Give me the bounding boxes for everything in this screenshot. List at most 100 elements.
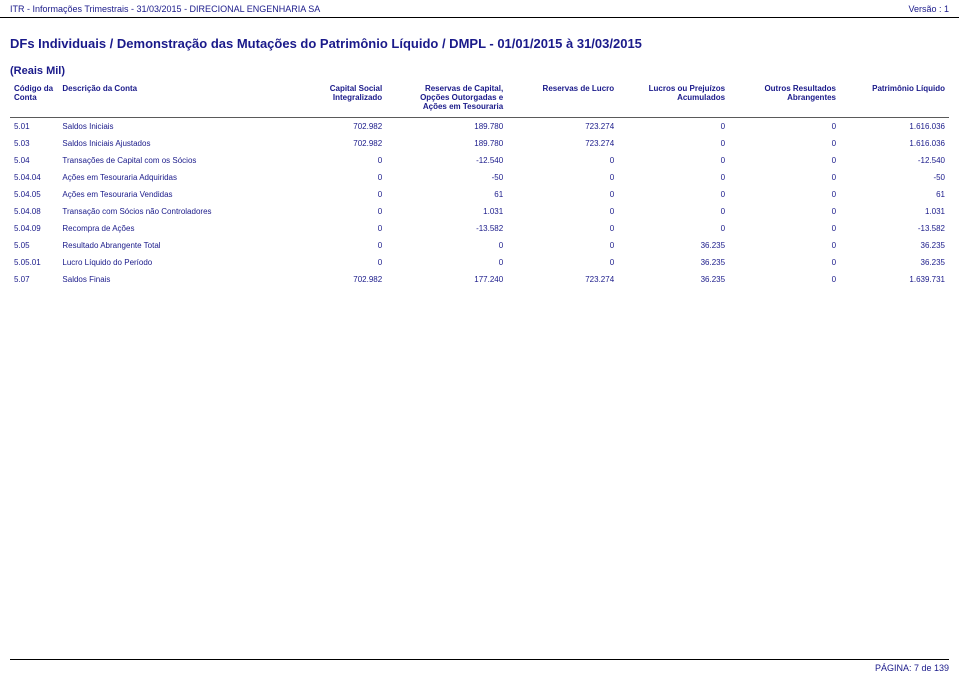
cell-codigo: 5.05.01 xyxy=(10,254,58,271)
cell-capital: 0 xyxy=(290,254,386,271)
cell-codigo: 5.05 xyxy=(10,237,58,254)
cell-capital: 702.982 xyxy=(290,271,386,288)
page-number: PÁGINA: 7 de 139 xyxy=(875,663,949,673)
header-right: Versão : 1 xyxy=(908,4,949,14)
cell-reservas_lucro: 0 xyxy=(507,254,618,271)
table-row: 5.04.09Recompra de Ações0-13.582000-13.5… xyxy=(10,220,949,237)
cell-reservas_cap: -50 xyxy=(386,169,507,186)
cell-capital: 0 xyxy=(290,220,386,237)
cell-outros: 0 xyxy=(729,186,840,203)
mutations-table: Código da ContaDescrição da ContaCapital… xyxy=(10,81,949,288)
cell-outros: 0 xyxy=(729,169,840,186)
cell-capital: 0 xyxy=(290,169,386,186)
cell-patrimonio: 36.235 xyxy=(840,237,949,254)
cell-patrimonio: -50 xyxy=(840,169,949,186)
cell-capital: 0 xyxy=(290,152,386,169)
table-row: 5.03Saldos Iniciais Ajustados702.982189.… xyxy=(10,135,949,152)
table-row: 5.04.04Ações em Tesouraria Adquiridas0-5… xyxy=(10,169,949,186)
unit-label: (Reais Mil) xyxy=(10,65,949,77)
cell-descricao: Lucro Líquido do Período xyxy=(58,254,290,271)
cell-lucros_prej: 0 xyxy=(618,152,729,169)
cell-reservas_lucro: 0 xyxy=(507,237,618,254)
header-left: ITR - Informações Trimestrais - 31/03/20… xyxy=(10,4,320,14)
cell-lucros_prej: 36.235 xyxy=(618,254,729,271)
cell-descricao: Saldos Iniciais xyxy=(58,118,290,136)
cell-descricao: Ações em Tesouraria Adquiridas xyxy=(58,169,290,186)
cell-codigo: 5.04.05 xyxy=(10,186,58,203)
column-header-codigo: Código da Conta xyxy=(10,81,58,118)
cell-lucros_prej: 36.235 xyxy=(618,237,729,254)
cell-lucros_prej: 36.235 xyxy=(618,271,729,288)
cell-patrimonio: 36.235 xyxy=(840,254,949,271)
table-row: 5.05Resultado Abrangente Total00036.2350… xyxy=(10,237,949,254)
cell-descricao: Resultado Abrangente Total xyxy=(58,237,290,254)
table-row: 5.01Saldos Iniciais702.982189.780723.274… xyxy=(10,118,949,136)
cell-descricao: Saldos Iniciais Ajustados xyxy=(58,135,290,152)
page-footer: PÁGINA: 7 de 139 xyxy=(10,659,949,673)
cell-reservas_lucro: 0 xyxy=(507,169,618,186)
cell-reservas_cap: 1.031 xyxy=(386,203,507,220)
cell-capital: 702.982 xyxy=(290,135,386,152)
cell-reservas_cap: 61 xyxy=(386,186,507,203)
cell-lucros_prej: 0 xyxy=(618,135,729,152)
cell-patrimonio: 1.616.036 xyxy=(840,135,949,152)
table-row: 5.04Transações de Capital com os Sócios0… xyxy=(10,152,949,169)
cell-patrimonio: 61 xyxy=(840,186,949,203)
cell-reservas_lucro: 0 xyxy=(507,203,618,220)
cell-outros: 0 xyxy=(729,118,840,136)
table-row: 5.05.01Lucro Líquido do Período00036.235… xyxy=(10,254,949,271)
cell-capital: 0 xyxy=(290,203,386,220)
column-header-reservas_lucro: Reservas de Lucro xyxy=(507,81,618,118)
cell-capital: 0 xyxy=(290,237,386,254)
cell-patrimonio: 1.639.731 xyxy=(840,271,949,288)
cell-reservas_lucro: 723.274 xyxy=(507,118,618,136)
cell-lucros_prej: 0 xyxy=(618,186,729,203)
table-header-row: Código da ContaDescrição da ContaCapital… xyxy=(10,81,949,118)
column-header-reservas_cap: Reservas de Capital, Opções Outorgadas e… xyxy=(386,81,507,118)
cell-codigo: 5.04.09 xyxy=(10,220,58,237)
column-header-capital: Capital Social Integralizado xyxy=(290,81,386,118)
cell-reservas_lucro: 0 xyxy=(507,152,618,169)
cell-reservas_cap: 0 xyxy=(386,237,507,254)
cell-descricao: Transação com Sócios não Controladores xyxy=(58,203,290,220)
cell-reservas_cap: 189.780 xyxy=(386,118,507,136)
cell-reservas_cap: 0 xyxy=(386,254,507,271)
cell-descricao: Saldos Finais xyxy=(58,271,290,288)
main-content: DFs Individuais / Demonstração das Mutaç… xyxy=(0,18,959,288)
cell-patrimonio: -12.540 xyxy=(840,152,949,169)
table-body: 5.01Saldos Iniciais702.982189.780723.274… xyxy=(10,118,949,289)
cell-reservas_lucro: 0 xyxy=(507,220,618,237)
cell-descricao: Ações em Tesouraria Vendidas xyxy=(58,186,290,203)
cell-lucros_prej: 0 xyxy=(618,118,729,136)
table-row: 5.04.05Ações em Tesouraria Vendidas06100… xyxy=(10,186,949,203)
cell-lucros_prej: 0 xyxy=(618,220,729,237)
cell-codigo: 5.04.04 xyxy=(10,169,58,186)
cell-codigo: 5.01 xyxy=(10,118,58,136)
column-header-patrimonio: Patrimônio Líquido xyxy=(840,81,949,118)
cell-descricao: Transações de Capital com os Sócios xyxy=(58,152,290,169)
cell-reservas_cap: -13.582 xyxy=(386,220,507,237)
cell-patrimonio: 1.616.036 xyxy=(840,118,949,136)
cell-patrimonio: 1.031 xyxy=(840,203,949,220)
cell-outros: 0 xyxy=(729,135,840,152)
document-header: ITR - Informações Trimestrais - 31/03/20… xyxy=(0,0,959,18)
cell-reservas_lucro: 723.274 xyxy=(507,135,618,152)
page-title: DFs Individuais / Demonstração das Mutaç… xyxy=(10,36,949,51)
table-row: 5.04.08Transação com Sócios não Controla… xyxy=(10,203,949,220)
cell-patrimonio: -13.582 xyxy=(840,220,949,237)
cell-reservas_cap: 177.240 xyxy=(386,271,507,288)
cell-outros: 0 xyxy=(729,220,840,237)
column-header-lucros_prej: Lucros ou Prejuízos Acumulados xyxy=(618,81,729,118)
cell-codigo: 5.07 xyxy=(10,271,58,288)
cell-codigo: 5.03 xyxy=(10,135,58,152)
cell-outros: 0 xyxy=(729,203,840,220)
cell-capital: 702.982 xyxy=(290,118,386,136)
cell-reservas_cap: -12.540 xyxy=(386,152,507,169)
cell-lucros_prej: 0 xyxy=(618,169,729,186)
cell-capital: 0 xyxy=(290,186,386,203)
cell-codigo: 5.04.08 xyxy=(10,203,58,220)
table-row: 5.07Saldos Finais702.982177.240723.27436… xyxy=(10,271,949,288)
cell-outros: 0 xyxy=(729,254,840,271)
cell-outros: 0 xyxy=(729,271,840,288)
cell-reservas_cap: 189.780 xyxy=(386,135,507,152)
